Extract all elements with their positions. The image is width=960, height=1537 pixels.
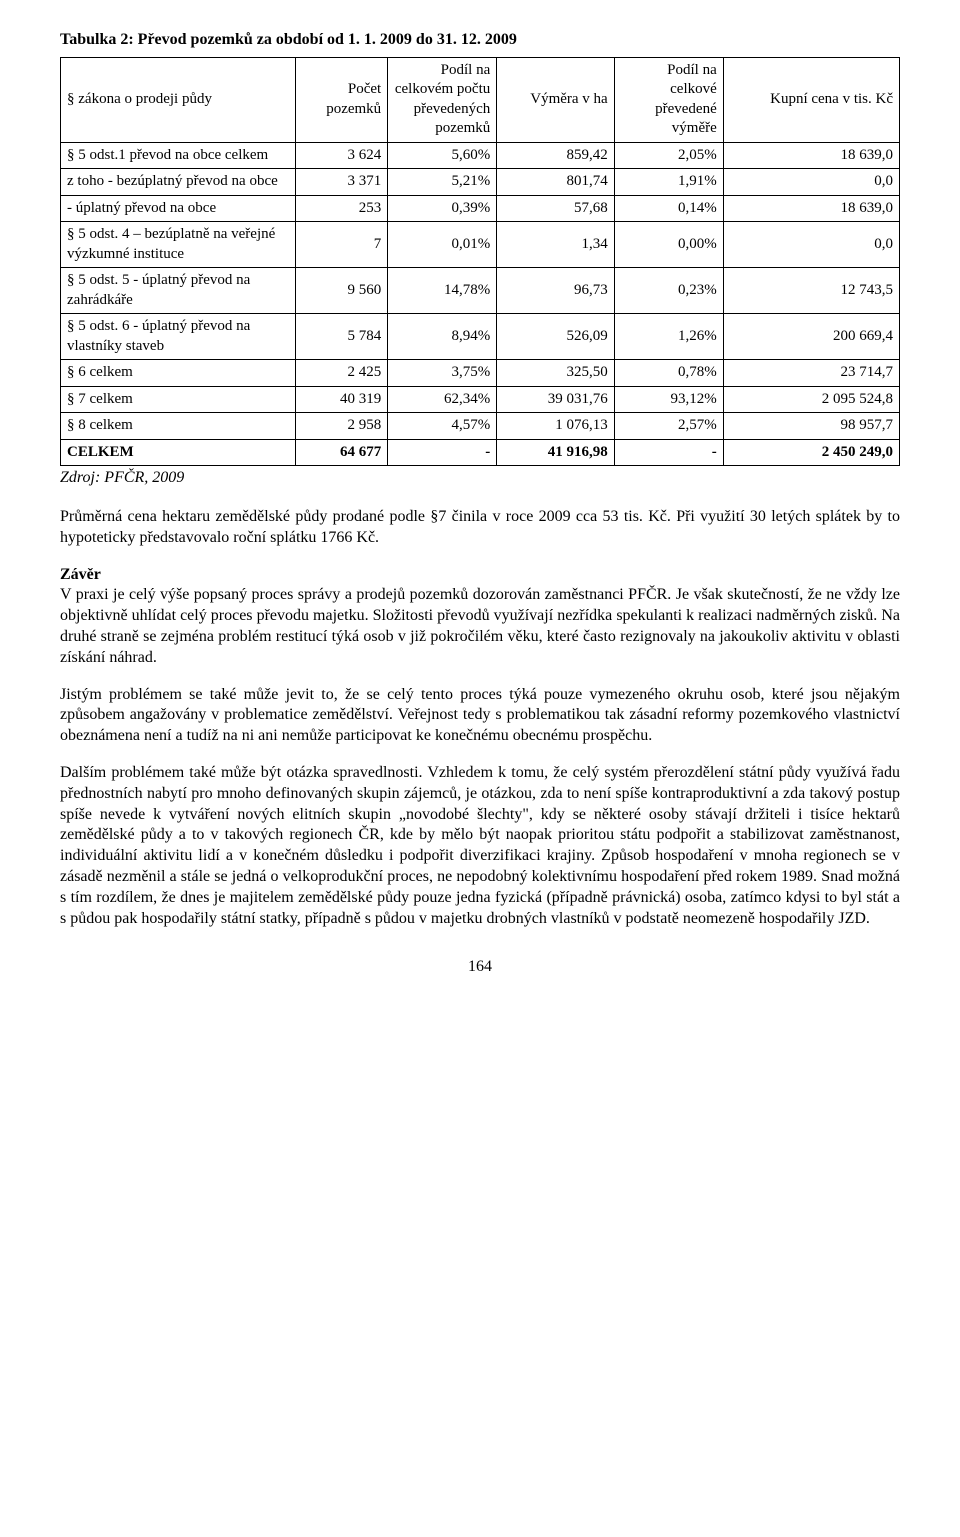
table-row: § 5 odst. 5 - úplatný převod na zahrádká… xyxy=(61,268,900,314)
table-title: Tabulka 2: Převod pozemků za období od 1… xyxy=(60,30,900,51)
table-header-row: § zákona o prodeji půdy Počet pozemků Po… xyxy=(61,57,900,142)
col-header-share-area: Podíl na celkové převedené výměře xyxy=(614,57,723,142)
cell-value: 93,12% xyxy=(614,386,723,413)
cell-value: 14,78% xyxy=(388,268,497,314)
paragraph-avg-price: Průměrná cena hektaru zemědělské půdy pr… xyxy=(60,507,900,549)
cell-label: - úplatný převod na obce xyxy=(61,195,296,222)
cell-label: § 8 celkem xyxy=(61,413,296,440)
table-row: CELKEM64 677-41 916,98-2 450 249,0 xyxy=(61,439,900,466)
cell-value: 2,57% xyxy=(614,413,723,440)
cell-value: 0,01% xyxy=(388,222,497,268)
cell-value: 0,39% xyxy=(388,195,497,222)
cell-value: 2,05% xyxy=(614,142,723,169)
cell-value: 7 xyxy=(295,222,387,268)
table-row: § 5 odst.1 převod na obce celkem3 6245,6… xyxy=(61,142,900,169)
cell-value: 40 319 xyxy=(295,386,387,413)
cell-label: CELKEM xyxy=(61,439,296,466)
cell-value: 23 714,7 xyxy=(723,360,899,387)
table-row: § 6 celkem2 4253,75%325,500,78%23 714,7 xyxy=(61,360,900,387)
cell-value: 0,23% xyxy=(614,268,723,314)
cell-value: 0,78% xyxy=(614,360,723,387)
table-row: § 5 odst. 4 – bezúplatně na veřejné výzk… xyxy=(61,222,900,268)
cell-value: 1,34 xyxy=(497,222,614,268)
table-row: § 7 celkem40 31962,34%39 031,7693,12%2 0… xyxy=(61,386,900,413)
cell-value: 0,0 xyxy=(723,169,899,196)
table-row: § 8 celkem2 9584,57%1 076,132,57%98 957,… xyxy=(61,413,900,440)
col-header-area: Výměra v ha xyxy=(497,57,614,142)
cell-value: 1,91% xyxy=(614,169,723,196)
cell-value: 5 784 xyxy=(295,314,387,360)
cell-value: 1,26% xyxy=(614,314,723,360)
cell-value: 98 957,7 xyxy=(723,413,899,440)
cell-value: 5,21% xyxy=(388,169,497,196)
cell-value: 96,73 xyxy=(497,268,614,314)
cell-value: 1 076,13 xyxy=(497,413,614,440)
table-row: § 5 odst. 6 - úplatný převod na vlastník… xyxy=(61,314,900,360)
cell-value: 2 425 xyxy=(295,360,387,387)
col-header-share-count: Podíl na celkovém počtu převedených poze… xyxy=(388,57,497,142)
data-table: § zákona o prodeji půdy Počet pozemků Po… xyxy=(60,57,900,467)
cell-label: § 5 odst. 4 – bezúplatně na veřejné výzk… xyxy=(61,222,296,268)
cell-label: § 5 odst.1 převod na obce celkem xyxy=(61,142,296,169)
cell-value: 0,0 xyxy=(723,222,899,268)
cell-value: - xyxy=(388,439,497,466)
col-header-law: § zákona o prodeji půdy xyxy=(61,57,296,142)
cell-value: 18 639,0 xyxy=(723,195,899,222)
cell-label: § 5 odst. 5 - úplatný převod na zahrádká… xyxy=(61,268,296,314)
paragraph-zaver-2: Jistým problémem se také může jevit to, … xyxy=(60,685,900,747)
cell-value: 18 639,0 xyxy=(723,142,899,169)
cell-label: z toho - bezúplatný převod na obce xyxy=(61,169,296,196)
cell-value: 4,57% xyxy=(388,413,497,440)
cell-value: 526,09 xyxy=(497,314,614,360)
table-source: Zdroj: PFČR, 2009 xyxy=(60,468,900,489)
cell-value: 5,60% xyxy=(388,142,497,169)
section-header-zaver: Závěr xyxy=(60,565,900,586)
col-header-count: Počet pozemků xyxy=(295,57,387,142)
cell-label: § 7 celkem xyxy=(61,386,296,413)
cell-value: 39 031,76 xyxy=(497,386,614,413)
cell-label: § 5 odst. 6 - úplatný převod na vlastník… xyxy=(61,314,296,360)
cell-value: - xyxy=(614,439,723,466)
cell-value: 3,75% xyxy=(388,360,497,387)
cell-value: 64 677 xyxy=(295,439,387,466)
cell-value: 253 xyxy=(295,195,387,222)
cell-value: 8,94% xyxy=(388,314,497,360)
cell-value: 41 916,98 xyxy=(497,439,614,466)
paragraph-zaver-1: V praxi je celý výše popsaný proces sprá… xyxy=(60,585,900,668)
cell-value: 3 624 xyxy=(295,142,387,169)
table-row: z toho - bezúplatný převod na obce3 3715… xyxy=(61,169,900,196)
cell-value: 325,50 xyxy=(497,360,614,387)
cell-value: 3 371 xyxy=(295,169,387,196)
col-header-price: Kupní cena v tis. Kč xyxy=(723,57,899,142)
cell-value: 9 560 xyxy=(295,268,387,314)
cell-value: 0,14% xyxy=(614,195,723,222)
cell-value: 200 669,4 xyxy=(723,314,899,360)
cell-value: 2 095 524,8 xyxy=(723,386,899,413)
cell-value: 2 958 xyxy=(295,413,387,440)
cell-value: 62,34% xyxy=(388,386,497,413)
cell-value: 801,74 xyxy=(497,169,614,196)
paragraph-zaver-3: Dalším problémem také může být otázka sp… xyxy=(60,763,900,929)
cell-value: 859,42 xyxy=(497,142,614,169)
page-number: 164 xyxy=(60,957,900,978)
cell-value: 2 450 249,0 xyxy=(723,439,899,466)
cell-value: 12 743,5 xyxy=(723,268,899,314)
table-row: - úplatný převod na obce2530,39%57,680,1… xyxy=(61,195,900,222)
cell-value: 57,68 xyxy=(497,195,614,222)
cell-label: § 6 celkem xyxy=(61,360,296,387)
cell-value: 0,00% xyxy=(614,222,723,268)
